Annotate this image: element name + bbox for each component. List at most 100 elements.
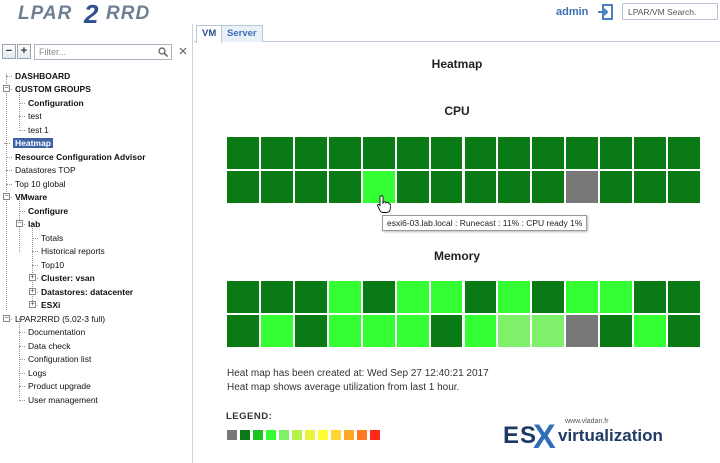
memory-heatmap-cell[interactable] bbox=[293, 314, 328, 348]
sidebar-item-datastores-top[interactable]: Datastores TOP bbox=[15, 164, 76, 176]
memory-heatmap-cell[interactable] bbox=[531, 314, 566, 348]
sidebar-item-data-check[interactable]: Data check bbox=[28, 340, 71, 352]
cpu-heatmap-cell[interactable] bbox=[633, 136, 668, 170]
user-name[interactable]: admin bbox=[556, 6, 589, 18]
sidebar-item-documentation[interactable]: Documentation bbox=[28, 326, 85, 338]
sidebar-item-heatmap[interactable]: Heatmap bbox=[13, 137, 53, 149]
memory-heatmap-cell[interactable] bbox=[429, 314, 464, 348]
sidebar-item-custom-groups[interactable]: CUSTOM GROUPS bbox=[15, 83, 91, 95]
sidebar-item-label: Configuration list bbox=[28, 354, 92, 364]
cpu-heatmap-cell[interactable] bbox=[327, 170, 362, 204]
memory-heatmap-cell[interactable] bbox=[599, 314, 634, 348]
memory-heatmap-cell[interactable] bbox=[463, 314, 498, 348]
memory-heatmap-cell[interactable] bbox=[633, 314, 668, 348]
cpu-heatmap-cell[interactable] bbox=[497, 170, 532, 204]
sidebar-item-test-1[interactable]: test 1 bbox=[28, 124, 49, 136]
logout-icon[interactable] bbox=[597, 4, 613, 20]
memory-heatmap-cell[interactable] bbox=[497, 280, 532, 314]
cpu-heatmap-cell[interactable] bbox=[226, 170, 260, 204]
sidebar-item-totals[interactable]: Totals bbox=[41, 232, 63, 244]
collapse-icon[interactable]: − bbox=[3, 315, 10, 322]
cpu-heatmap-cell[interactable] bbox=[327, 136, 362, 170]
sidebar-item-top10[interactable]: Top10 bbox=[41, 259, 64, 271]
sidebar-item-vmware[interactable]: VMware bbox=[15, 191, 47, 203]
sidebar-item-configuration-list[interactable]: Configuration list bbox=[28, 353, 91, 365]
cpu-heatmap-cell[interactable] bbox=[395, 136, 430, 170]
expand-icon[interactable]: + bbox=[29, 301, 36, 308]
sidebar-item-cluster-vsan[interactable]: Cluster: vsan bbox=[41, 272, 95, 284]
cpu-heatmap-cell[interactable] bbox=[565, 170, 600, 204]
memory-heatmap-cell[interactable] bbox=[463, 280, 498, 314]
cpu-heatmap-cell[interactable] bbox=[361, 170, 396, 204]
memory-heatmap-cell[interactable] bbox=[395, 314, 430, 348]
tab-vm[interactable]: VM bbox=[196, 25, 223, 43]
memory-heatmap-cell[interactable] bbox=[531, 280, 566, 314]
lpar-vm-search-input[interactable]: LPAR/VM Search. bbox=[622, 3, 718, 20]
memory-heatmap-cell[interactable] bbox=[667, 280, 701, 314]
memory-heatmap-cell[interactable] bbox=[497, 314, 532, 348]
tab-server[interactable]: Server bbox=[221, 25, 263, 42]
sidebar-item-top-10-global[interactable]: Top 10 global bbox=[15, 178, 66, 190]
cpu-heatmap-cell[interactable] bbox=[429, 170, 464, 204]
cpu-heatmap-cell[interactable] bbox=[259, 170, 294, 204]
expand-icon[interactable]: + bbox=[29, 288, 36, 295]
sidebar-item-lpar2rrd[interactable]: LPAR2RRD (5.02-3 full) bbox=[15, 313, 105, 325]
cpu-heatmap-cell[interactable] bbox=[361, 136, 396, 170]
collapse-icon[interactable]: − bbox=[3, 85, 10, 92]
cpu-heatmap-cell[interactable] bbox=[565, 136, 600, 170]
cpu-heatmap-cell[interactable] bbox=[293, 136, 328, 170]
collapse-icon[interactable]: − bbox=[16, 220, 23, 227]
cpu-heatmap-cell[interactable] bbox=[226, 136, 260, 170]
sidebar-item-configuration[interactable]: Configuration bbox=[28, 97, 84, 109]
memory-heatmap-cell[interactable] bbox=[361, 280, 396, 314]
memory-heatmap-cell[interactable] bbox=[395, 280, 430, 314]
memory-heatmap-cell[interactable] bbox=[361, 314, 396, 348]
memory-heatmap-cell[interactable] bbox=[599, 280, 634, 314]
memory-heatmap-cell[interactable] bbox=[565, 314, 600, 348]
memory-heatmap-cell[interactable] bbox=[633, 280, 668, 314]
cpu-heatmap-cell[interactable] bbox=[395, 170, 430, 204]
sidebar-item-dashboard[interactable]: DASHBOARD bbox=[15, 70, 70, 82]
sidebar-item-logs[interactable]: Logs bbox=[28, 367, 46, 379]
filter-input[interactable]: Filter... bbox=[34, 44, 172, 60]
cpu-heatmap-cell[interactable] bbox=[259, 136, 294, 170]
memory-heatmap-cell[interactable] bbox=[293, 280, 328, 314]
cpu-heatmap-cell[interactable] bbox=[463, 170, 498, 204]
sidebar-item-user-management[interactable]: User management bbox=[28, 394, 98, 406]
sidebar-item-test[interactable]: test bbox=[28, 110, 42, 122]
cpu-heatmap-cell[interactable] bbox=[497, 136, 532, 170]
collapse-all-button[interactable]: − bbox=[2, 44, 16, 59]
cpu-heatmap-cell[interactable] bbox=[633, 170, 668, 204]
memory-heatmap-cell[interactable] bbox=[327, 314, 362, 348]
cpu-heatmap-cell[interactable] bbox=[667, 136, 701, 170]
memory-heatmap-cell[interactable] bbox=[226, 314, 260, 348]
cpu-heatmap-cell[interactable] bbox=[429, 136, 464, 170]
cpu-heatmap-cell[interactable] bbox=[531, 170, 566, 204]
memory-heatmap-cell[interactable] bbox=[429, 280, 464, 314]
expand-all-button[interactable]: + bbox=[17, 44, 31, 59]
sidebar-item-historical-reports[interactable]: Historical reports bbox=[41, 245, 105, 257]
cpu-heatmap-cell[interactable] bbox=[463, 136, 498, 170]
memory-heatmap-cell[interactable] bbox=[327, 280, 362, 314]
cpu-heatmap-cell[interactable] bbox=[599, 136, 634, 170]
collapse-icon[interactable]: − bbox=[3, 193, 10, 200]
sidebar-item-resource-configuration-advisor[interactable]: Resource Configuration Advisor bbox=[15, 151, 146, 163]
lpar2rrd-logo[interactable]: LPAR 2 RRD bbox=[18, 0, 149, 29]
memory-heatmap-cell[interactable] bbox=[259, 314, 294, 348]
close-icon[interactable] bbox=[178, 46, 188, 56]
cpu-heatmap-cell[interactable] bbox=[667, 170, 701, 204]
expand-icon[interactable]: + bbox=[29, 274, 36, 281]
sidebar-item-product-upgrade[interactable]: Product upgrade bbox=[28, 380, 91, 392]
sidebar-item-datastores-datacenter[interactable]: Datastores: datacenter bbox=[41, 286, 133, 298]
memory-heatmap-cell[interactable] bbox=[259, 280, 294, 314]
cpu-heatmap-cell[interactable] bbox=[293, 170, 328, 204]
memory-heatmap-cell[interactable] bbox=[226, 280, 260, 314]
search-icon[interactable] bbox=[158, 47, 168, 57]
sidebar-item-configure[interactable]: Configure bbox=[28, 205, 68, 217]
cpu-heatmap-cell[interactable] bbox=[599, 170, 634, 204]
sidebar-item-esxi[interactable]: ESXi bbox=[41, 299, 60, 311]
cpu-heatmap-cell[interactable] bbox=[531, 136, 566, 170]
memory-heatmap-cell[interactable] bbox=[565, 280, 600, 314]
memory-heatmap-cell[interactable] bbox=[667, 314, 701, 348]
sidebar-item-lab[interactable]: lab bbox=[28, 218, 40, 230]
